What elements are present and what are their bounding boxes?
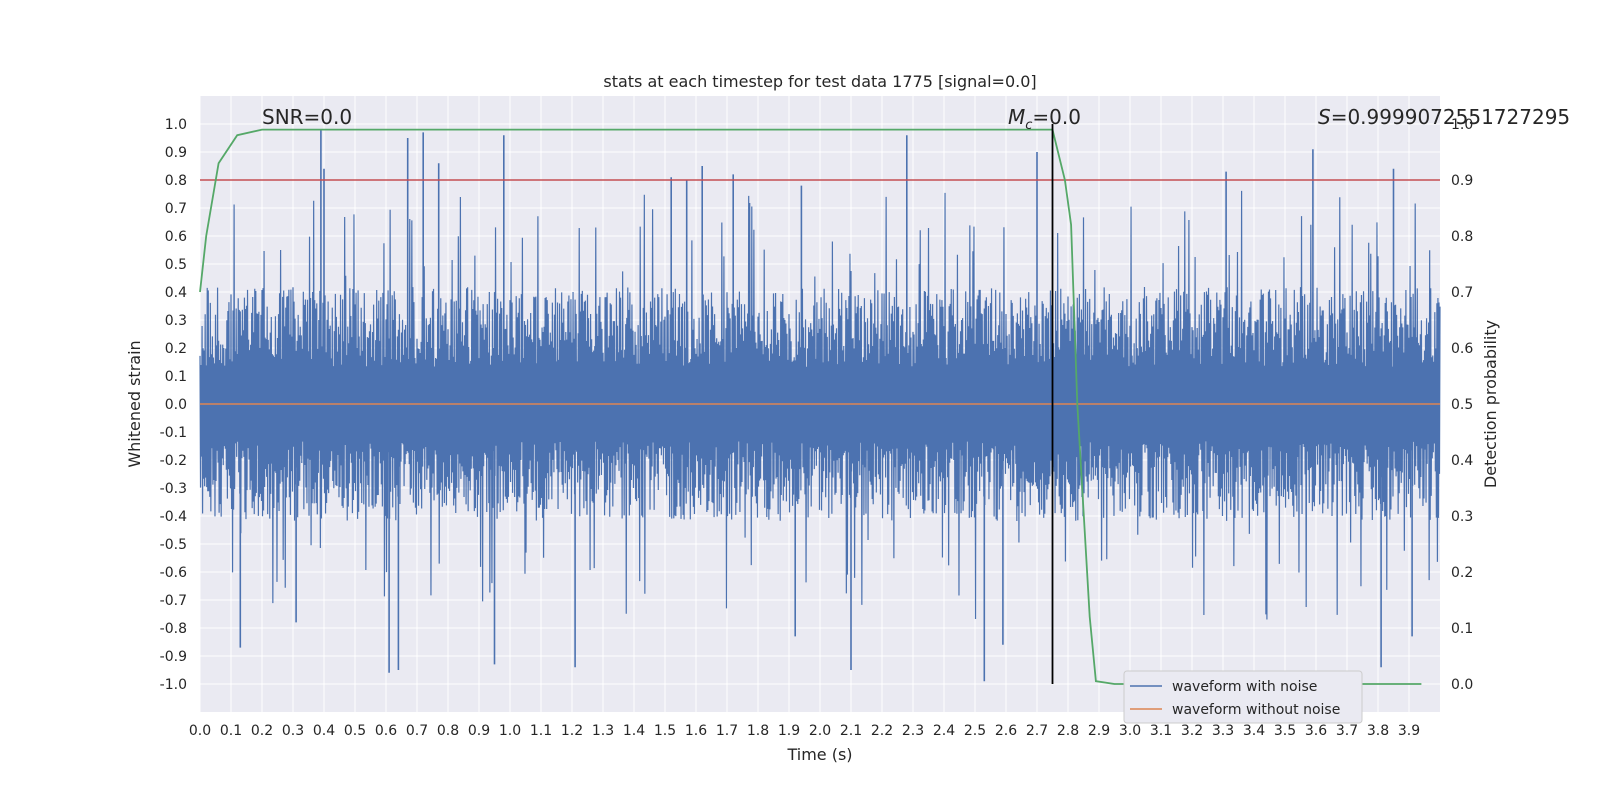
x-tick-label: 1.7 bbox=[716, 723, 738, 739]
x-tick-label: 0.1 bbox=[220, 723, 242, 739]
snr-annotation: SNR=0.0 bbox=[262, 105, 352, 129]
y-tick-label: 0.7 bbox=[165, 201, 187, 217]
x-tick-label: 2.0 bbox=[809, 723, 831, 739]
x-tick-label: 0.5 bbox=[344, 723, 366, 739]
mc-value: =0.0 bbox=[1032, 105, 1081, 129]
y-tick-label: 0.1 bbox=[165, 369, 187, 385]
x-tick-label: 0.4 bbox=[313, 723, 335, 739]
x-tick-label: 0.7 bbox=[406, 723, 428, 739]
y2-tick-label: 0.4 bbox=[1451, 453, 1473, 469]
x-tick-label: 1.0 bbox=[499, 723, 521, 739]
x-tick-label: 3.7 bbox=[1336, 723, 1358, 739]
x-tick-label: 0.2 bbox=[251, 723, 273, 739]
x-tick-label: 0.0 bbox=[189, 723, 211, 739]
y-tick-label: -0.2 bbox=[160, 453, 187, 469]
tick-labels: 0.0 0.1 0.2 0.3 0.4 0.5 0.6 0.7 0.8 0.9 1.0 1.1 1.2 1… bbox=[160, 117, 1474, 739]
x-tick-label: 1.9 bbox=[778, 723, 800, 739]
noise-waveform bbox=[199, 129, 1441, 682]
y2-tick-label: 0.2 bbox=[1451, 565, 1473, 581]
legend-box bbox=[1123, 670, 1363, 724]
y-tick-label: -0.8 bbox=[160, 621, 187, 637]
x-tick-label: 2.9 bbox=[1088, 723, 1110, 739]
noise-waveform-path bbox=[199, 190, 1441, 620]
x-tick-label: 2.3 bbox=[902, 723, 924, 739]
x-tick-label: 2.1 bbox=[840, 723, 862, 739]
x-tick-label: 0.6 bbox=[375, 723, 397, 739]
x-tick-label: 0.9 bbox=[468, 723, 490, 739]
probability-curve-path bbox=[199, 128, 1422, 685]
y2-tick-label: 0.3 bbox=[1451, 509, 1473, 525]
chart-title: stats at each timestep for test data 177… bbox=[603, 72, 1036, 91]
x-tick-label: 2.2 bbox=[871, 723, 893, 739]
x-tick-label: 3.9 bbox=[1398, 723, 1420, 739]
x-tick-label: 3.3 bbox=[1212, 723, 1234, 739]
x-tick-label: 0.3 bbox=[282, 723, 304, 739]
y2-tick-label: 0.8 bbox=[1451, 229, 1473, 245]
y-tick-label: -0.5 bbox=[160, 537, 187, 553]
x-tick-label: 1.6 bbox=[685, 723, 707, 739]
x-tick-label: 3.5 bbox=[1274, 723, 1296, 739]
y-tick-label: -0.3 bbox=[160, 481, 187, 497]
x-tick-label: 2.5 bbox=[964, 723, 986, 739]
y-tick-label: -0.4 bbox=[160, 509, 187, 525]
mc-subscript: c bbox=[1025, 118, 1032, 133]
x-tick-label: 1.5 bbox=[654, 723, 676, 739]
mc-annotation: Mc=0.0 bbox=[1008, 105, 1081, 133]
y-tick-label: -0.7 bbox=[160, 593, 187, 609]
y-tick-label: 0.6 bbox=[165, 229, 187, 245]
y-tick-label: 1.0 bbox=[165, 117, 187, 133]
s-symbol: S bbox=[1318, 105, 1331, 129]
x-tick-label: 1.4 bbox=[623, 723, 645, 739]
y2-axis-label: Detection probability bbox=[1481, 320, 1500, 488]
y2-tick-label: 0.5 bbox=[1451, 397, 1473, 413]
s-annotation: S=0.9999072551727295 bbox=[1318, 105, 1570, 129]
y-tick-label: 0.2 bbox=[165, 341, 187, 357]
y2-tick-label: 0.9 bbox=[1451, 173, 1473, 189]
y2-tick-label: 1.0 bbox=[1451, 117, 1473, 133]
y-axis-label: Whitened strain bbox=[125, 340, 144, 467]
y-tick-label: 0.3 bbox=[165, 313, 187, 329]
x-tick-label: 2.7 bbox=[1026, 723, 1048, 739]
y2-tick-label: 0.1 bbox=[1451, 621, 1473, 637]
y-tick-label: 0.8 bbox=[165, 173, 187, 189]
y-tick-label: 0.0 bbox=[165, 397, 187, 413]
x-tick-label: 3.6 bbox=[1305, 723, 1327, 739]
x-tick-label: 1.1 bbox=[530, 723, 552, 739]
y-tick-label: 0.5 bbox=[165, 257, 187, 273]
x-tick-label: 2.6 bbox=[995, 723, 1017, 739]
y-tick-label: 0.4 bbox=[165, 285, 187, 301]
x-tick-label: 3.2 bbox=[1181, 723, 1203, 739]
x-tick-label: 1.2 bbox=[561, 723, 583, 739]
x-tick-label: 3.0 bbox=[1119, 723, 1141, 739]
y-tick-label: 0.9 bbox=[165, 145, 187, 161]
y2-tick-label: 0.7 bbox=[1451, 285, 1473, 301]
probability-curve bbox=[199, 128, 1422, 685]
legend: waveform with noise waveform without noi… bbox=[1123, 670, 1363, 724]
x-tick-label: 2.4 bbox=[933, 723, 955, 739]
x-tick-label: 0.8 bbox=[437, 723, 459, 739]
y-tick-label: -0.6 bbox=[160, 565, 187, 581]
y-tick-label: -1.0 bbox=[160, 677, 187, 693]
x-axis-label: Time (s) bbox=[786, 745, 852, 764]
x-tick-label: 1.8 bbox=[747, 723, 769, 739]
y2-tick-label: 0.6 bbox=[1451, 341, 1473, 357]
legend-label-clean: waveform without noise bbox=[1172, 702, 1340, 718]
s-value: =0.9999072551727295 bbox=[1331, 105, 1570, 129]
mc-symbol: M bbox=[1008, 105, 1025, 129]
x-tick-label: 3.4 bbox=[1243, 723, 1265, 739]
y-tick-label: -0.9 bbox=[160, 649, 187, 665]
y-tick-label: -0.1 bbox=[160, 425, 187, 441]
x-tick-label: 3.8 bbox=[1367, 723, 1389, 739]
x-tick-label: 3.1 bbox=[1150, 723, 1172, 739]
x-tick-label: 1.3 bbox=[592, 723, 614, 739]
legend-label-noise: waveform with noise bbox=[1172, 679, 1317, 695]
y2-tick-label: 0.0 bbox=[1451, 677, 1473, 693]
x-tick-label: 2.8 bbox=[1057, 723, 1079, 739]
